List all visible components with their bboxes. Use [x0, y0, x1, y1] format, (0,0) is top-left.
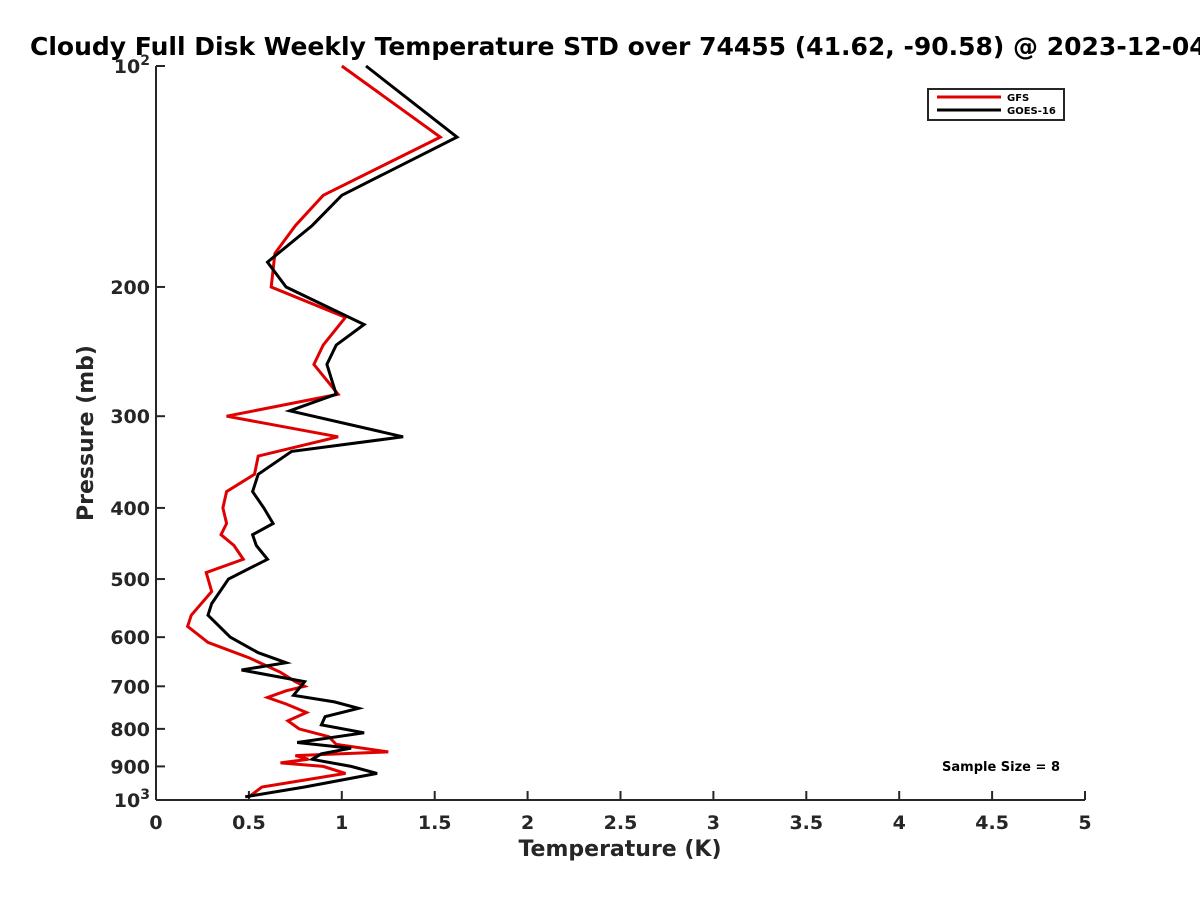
legend-box: [927, 88, 1065, 121]
legend-label: GOES-16: [1007, 106, 1056, 117]
x-tick-label: 3.5: [789, 812, 823, 834]
y-tick-exponent: 2: [140, 53, 150, 69]
y-tick-label: 103: [114, 787, 150, 812]
y-tick-label: 102: [114, 53, 150, 78]
legend-label: GFS: [1007, 93, 1029, 104]
y-tick-label: 400: [110, 498, 150, 520]
y-tick-base: 10: [114, 56, 140, 78]
chart-title: Cloudy Full Disk Weekly Temperature STD …: [30, 32, 1200, 61]
y-tick-base: 10: [114, 790, 140, 812]
x-tick-label: 1.5: [418, 812, 452, 834]
x-tick-label: 1: [335, 812, 348, 834]
x-tick-label: 2: [521, 812, 534, 834]
x-tick-label: 0.5: [232, 812, 266, 834]
y-tick-exponent: 3: [140, 787, 150, 803]
x-tick-label: 5: [1078, 812, 1091, 834]
x-tick-label: 4.5: [975, 812, 1009, 834]
y-tick-label: 200: [110, 277, 150, 299]
y-tick-label: 800: [110, 719, 150, 741]
sample-size-annotation: Sample Size = 8: [942, 760, 1060, 775]
y-axis-label: Pressure (mb): [74, 345, 99, 521]
series-line-goes-16: [206, 64, 460, 799]
x-tick-label: 4: [893, 812, 906, 834]
x-axis-label: Temperature (K): [518, 837, 721, 862]
legend: GFS GOES-16: [927, 88, 1065, 121]
x-tick-label: 2.5: [604, 812, 638, 834]
plot-lines: [185, 64, 460, 799]
y-tick-label: 900: [110, 756, 150, 778]
y-tick-label: 600: [110, 627, 150, 649]
series-line-gfs: [185, 64, 444, 798]
x-tick-label: 0: [149, 812, 162, 834]
y-tick-label: 500: [110, 569, 150, 591]
y-tick-label: 300: [110, 406, 150, 428]
y-tick-label: 700: [110, 676, 150, 698]
x-tick-label: 3: [707, 812, 720, 834]
axes: 0 0.5 1 1.5 2 2.5 3 3.5 4 4.5 51022003004005006007…: [110, 53, 1091, 834]
